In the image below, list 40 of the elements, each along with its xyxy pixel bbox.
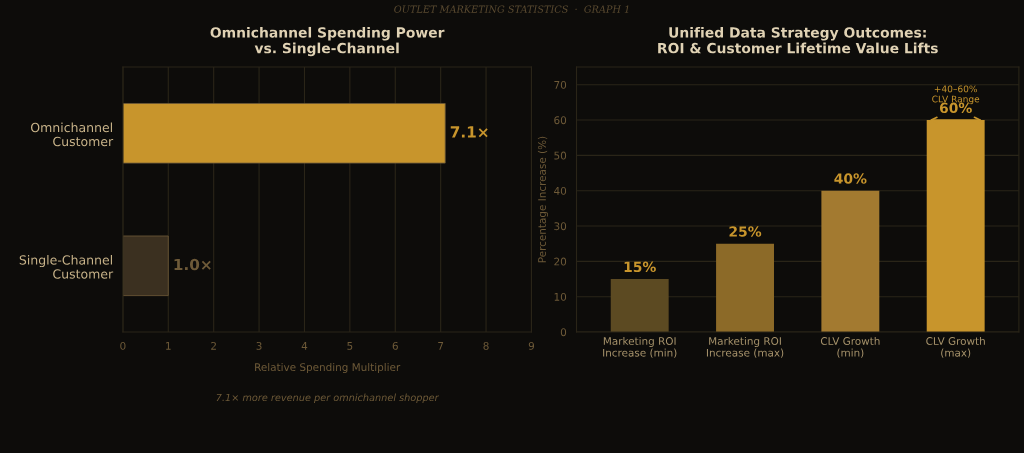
x-tick-label: 4 — [301, 342, 308, 350]
x-axis-title: Relative Spending Multiplier — [255, 362, 401, 374]
y-tick-label: Omnichannel Customer — [30, 122, 114, 147]
bar — [926, 120, 985, 333]
y-tick-label: 20 — [554, 257, 567, 266]
x-tick-label: 9 — [528, 341, 535, 350]
x-tick-label: Marketing ROI Increase (max) — [706, 336, 784, 358]
chart-title: Omnichannel Spending Power vs. Single-Channel — [210, 26, 445, 57]
data-label: 25% — [729, 226, 762, 237]
data-label: 60% — [939, 102, 972, 114]
bar — [821, 190, 880, 333]
bar — [610, 279, 669, 333]
x-tick-label: 3 — [256, 341, 262, 350]
data-label: 15% — [624, 261, 656, 273]
x-tick-label: CLV Growth (max) — [926, 336, 985, 358]
x-tick-label: 6 — [392, 341, 398, 350]
text: 7.1× more revenue per omnichannel shopper — [216, 393, 440, 403]
y-tick-label: 0 — [560, 328, 567, 337]
x-tick-label: 8 — [483, 341, 489, 350]
y-tick-label: 30 — [554, 222, 567, 231]
data-label: 1.0× — [174, 258, 211, 271]
y-tick-label: 10 — [554, 292, 567, 301]
y-tick-label: 50 — [554, 151, 567, 160]
bar — [716, 243, 774, 333]
x-tick-label: 7 — [438, 342, 444, 350]
x-tick-label: 2 — [211, 341, 216, 350]
y-tick-label: 70 — [554, 80, 567, 89]
data-label: 40% — [834, 173, 867, 184]
y-tick-label: 40 — [554, 186, 567, 195]
x-tick-label: 1 — [166, 342, 171, 350]
y-tick-label: Single-Channel Customer — [19, 255, 114, 279]
text: OUTLET MARKETING STATISTICS · GRAPH 1 — [394, 5, 629, 13]
y-tick-label: 60 — [554, 116, 567, 125]
x-tick-label: 0 — [120, 341, 126, 350]
x-tick-label: 5 — [347, 342, 353, 350]
x-tick-label: Marketing ROI Increase (min) — [603, 336, 677, 358]
data-label: 7.1× — [450, 126, 488, 138]
x-tick-label: CLV Growth (min) — [820, 336, 880, 358]
y-axis-title: Percentage Increase (%) — [537, 136, 548, 263]
chart-title: Unified Data Strategy Outcomes: ROI & Customer Lifetime Value Lifts — [658, 26, 938, 54]
